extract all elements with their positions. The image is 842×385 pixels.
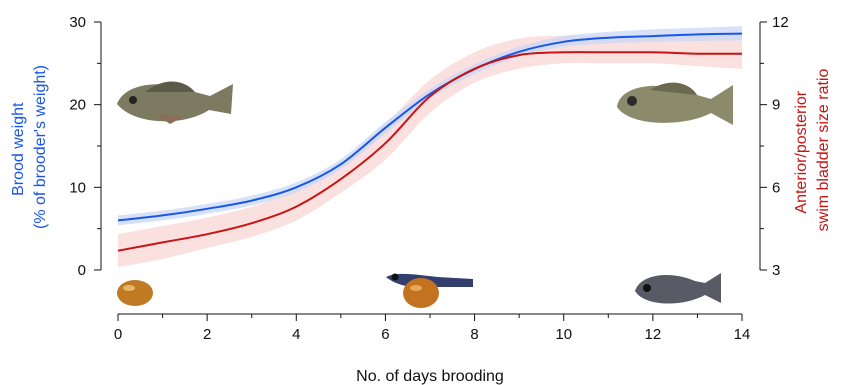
x-axis-title: No. of days brooding: [356, 368, 504, 385]
left-tick-label-10: 10: [69, 179, 86, 196]
egg-image: [117, 280, 153, 306]
series-lines: [117, 32, 743, 252]
x-tick-label-2: 2: [203, 326, 211, 343]
axis-titles: No. of days brooding Brood weight (% of …: [10, 65, 832, 385]
fry-image: [635, 273, 721, 304]
right-tick-label-9: 9: [772, 97, 780, 114]
left-axis-title-line2: (% of brooder's weight): [32, 65, 49, 229]
x-tick-label-4: 4: [292, 326, 300, 343]
right-axis-title: Anterior/posterior swim bladder size rat…: [793, 69, 832, 232]
left-tick-label-20: 20: [69, 97, 86, 114]
x-tick-label-12: 12: [645, 326, 662, 343]
right-tick-label-3: 3: [772, 262, 780, 279]
series-0-line: [117, 32, 743, 222]
left-tick-label-30: 30: [69, 14, 86, 31]
x-tick-label-14: 14: [734, 326, 751, 343]
left-axis-title-line1: Brood weight: [10, 102, 27, 196]
juvenile-fish-right-image: [617, 82, 733, 125]
left-axis-title: Brood weight (% of brooder's weight): [10, 65, 49, 229]
confidence-bands: [118, 26, 742, 268]
left-tick-label-0: 0: [78, 262, 86, 279]
right-axis-title-line2: swim bladder size ratio: [815, 69, 832, 232]
x-tick-label-6: 6: [381, 326, 389, 343]
right-axis-title-line1: Anterior/posterior: [793, 90, 810, 213]
juvenile-fish-left-image: [117, 81, 233, 124]
x-tick-label-8: 8: [470, 326, 478, 343]
ticks: 0 2 4 6 8 10 12 14 0 10 20 30 3 6 9 12: [69, 14, 788, 343]
right-tick-label-12: 12: [772, 14, 789, 31]
specimen-images: [117, 81, 733, 308]
right-tick-label-6: 6: [772, 179, 780, 196]
series-1-line: [117, 51, 743, 252]
x-tick-label-0: 0: [114, 326, 122, 343]
series-1-band: [118, 33, 742, 268]
larva-image: [386, 273, 473, 308]
axes: [100, 22, 761, 315]
x-tick-label-10: 10: [555, 326, 572, 343]
